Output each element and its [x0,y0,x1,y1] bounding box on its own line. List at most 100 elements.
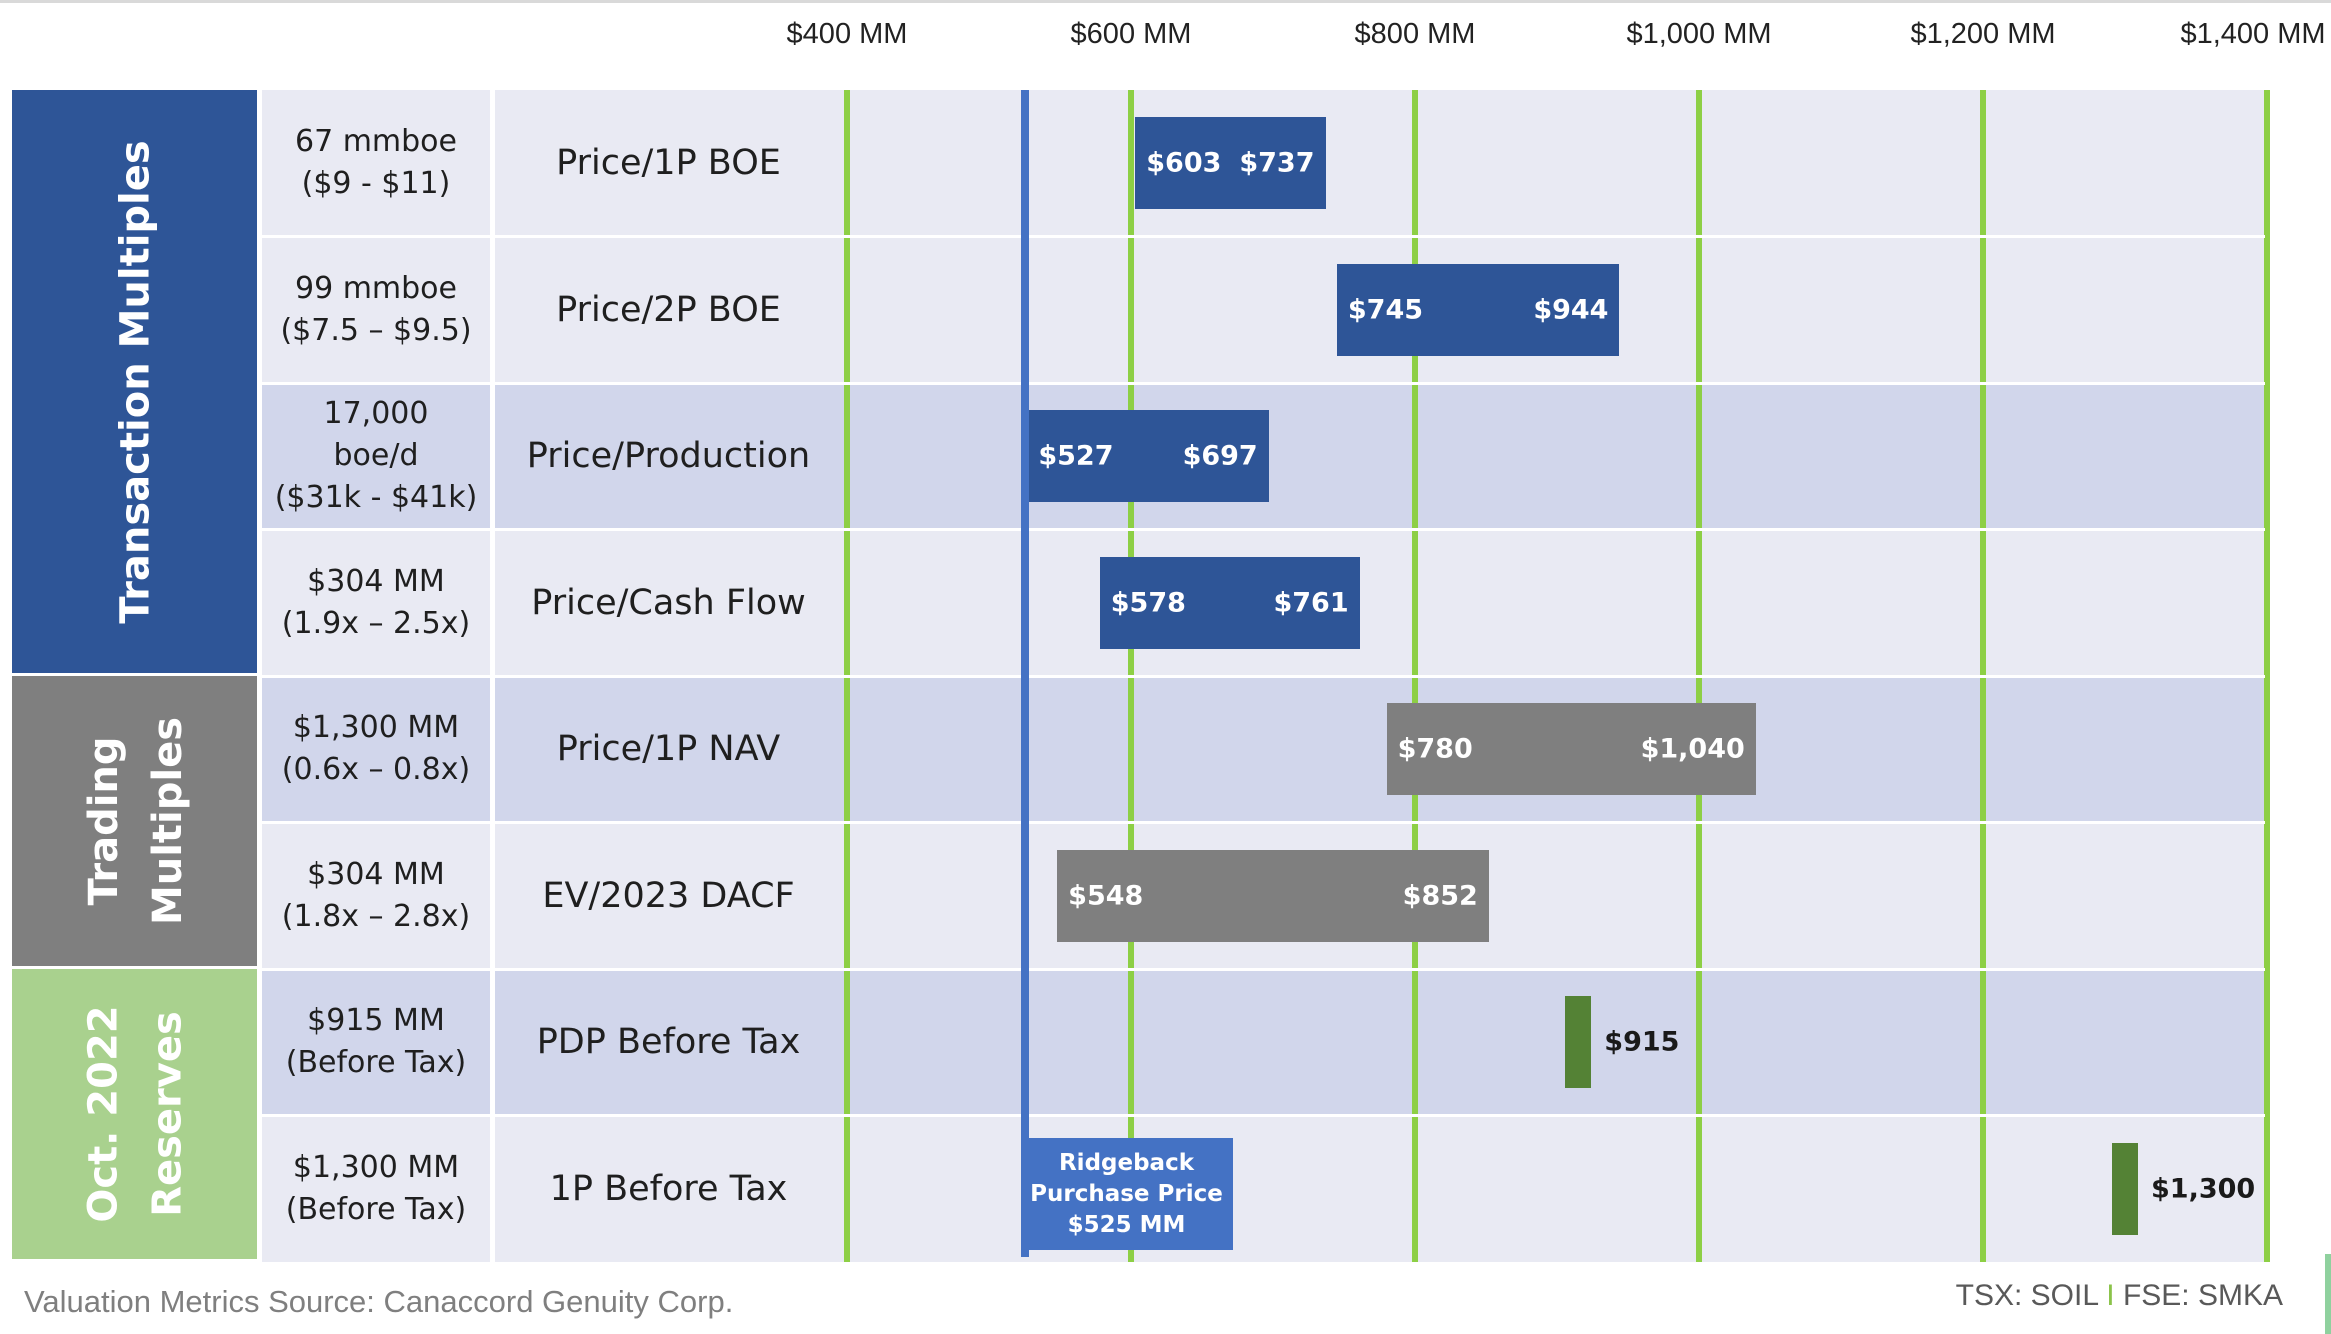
bar-high-label: $761 [1273,587,1349,619]
bar-high-label: $852 [1402,880,1478,912]
range-bar: $527 $697 [1027,410,1269,503]
reference-callout-line: Ridgeback [1058,1149,1195,1176]
x-tick-label: $1,400 MM [2180,18,2326,50]
edge-accent [2325,1254,2331,1334]
range-bar: $780 $1,040 [1386,703,1756,796]
basis-line: ($31k - $41k) [274,480,478,516]
basis-cell: $1,300 MM (Before Tax) [262,1116,490,1263]
basis-line: ($9 - $11) [301,166,451,202]
basis-cell: 99 mmboe ($7.5 – $9.5) [262,237,490,384]
row-divider [262,528,2265,531]
value-marker [2112,1142,2138,1235]
x-tick-label: $400 MM [786,18,908,50]
basis-line: $304 MM [307,856,445,892]
range-bar: $745 $944 [1336,263,1620,356]
bar-low-label: $603 [1146,147,1222,179]
basis-cell: $915 MM (Before Tax) [262,969,490,1116]
group-label: Oct. 2022 Reserves [72,1005,200,1222]
metric-label: Price/2P BOE [556,289,781,330]
ticker-fse: FSE: SMKA [2122,1279,2283,1312]
group-transaction-multiples: Transaction Multiples [12,90,260,673]
range-bar: $603 $737 [1135,117,1326,210]
ticker-info: TSX: SOIL I FSE: SMKA [1956,1279,2283,1313]
x-tick-label: $600 MM [1070,18,1192,50]
basis-text: $304 MM (1.9x – 2.5x) [282,561,470,645]
group-label-line: Oct. 2022 [80,1005,127,1223]
value-label: $915 [1604,1026,1680,1058]
gridline [2264,90,2270,1262]
basis-line: ($7.5 – $9.5) [280,312,472,348]
metric-label: 1P Before Tax [549,1168,788,1209]
basis-text: 99 mmboe ($7.5 – $9.5) [280,268,471,352]
row-background [262,1115,2265,1262]
bar-low-label: $780 [1397,733,1473,765]
row-divider [262,821,2265,824]
basis-line: $304 MM [307,563,445,599]
group-label-line: Reserves [144,1011,191,1217]
basis-line: $1,300 MM [292,1149,460,1185]
bar-low-label: $745 [1347,294,1424,326]
ticker-tsx: TSX: SOIL [1955,1279,2098,1312]
x-tick-label: $1,000 MM [1626,18,1772,50]
row-divider [262,1114,2265,1117]
row-background [262,676,2265,823]
row-divider [262,381,2265,385]
group-label-line: Trading [80,736,127,906]
group-oct-2022-reserves: Oct. 2022 Reserves [12,969,260,1259]
basis-line: 17,000 [323,396,429,432]
bar-high-label: $1,040 [1640,733,1745,765]
column-divider [257,90,262,1262]
metric-label: Price/1P BOE [556,143,781,184]
basis-text: $1,300 MM (0.6x – 0.8x) [282,707,470,791]
row-divider [262,967,2265,971]
metric-label: EV/2023 DACF [542,875,795,916]
x-tick-label: $800 MM [1354,18,1476,50]
metric-label: Price/Cash Flow [531,582,806,623]
row-divider [262,674,2265,678]
basis-cell: 67 mmboe ($9 - $11) [262,90,490,237]
basis-cell: 17,000 boe/d ($31k - $41k) [262,383,490,530]
basis-line: 67 mmboe [294,124,457,160]
value-marker [1565,996,1592,1089]
reference-callout: Ridgeback Purchase Price $525 MM [1020,1138,1233,1250]
basis-line: (Before Tax) [285,1045,467,1081]
source-note: Valuation Metrics Source: Canaccord Genu… [24,1284,734,1319]
group-label-line: Transaction Multiples [113,139,160,624]
basis-text: $915 MM (Before Tax) [286,1000,467,1084]
group-label-line: Multiples [144,716,191,926]
group-label: Transaction Multiples [104,140,168,623]
basis-line: boe/d [333,438,419,474]
value-label: $1,300 [2151,1173,2256,1205]
metric-label: Price/Production [526,436,811,477]
row-background [262,236,2265,383]
basis-line: 99 mmboe [294,270,457,306]
basis-text: 17,000 boe/d ($31k - $41k) [275,393,478,519]
x-tick-label: $1,200 MM [1910,18,2056,50]
group-trading-multiples: Trading Multiples [12,676,260,966]
top-rule [0,0,2331,3]
metric-label: Price/1P NAV [556,729,781,770]
row-divider [262,235,2265,238]
column-divider [490,90,495,1262]
range-bar: $578 $761 [1099,556,1360,649]
metric-label: PDP Before Tax [536,1022,801,1063]
basis-text: $304 MM (1.8x – 2.8x) [282,854,470,938]
range-bar: $548 $852 [1057,849,1489,942]
basis-line: (0.6x – 0.8x) [281,752,471,788]
bar-low-label: $548 [1068,880,1144,912]
bar-high-label: $737 [1239,147,1315,179]
basis-text: $1,300 MM (Before Tax) [286,1147,467,1231]
bar-high-label: $944 [1533,294,1609,326]
ticker-separator: I [2106,1279,2115,1312]
basis-cell: $304 MM (1.8x – 2.8x) [262,823,490,970]
reference-callout-line: Purchase Price [1030,1180,1223,1207]
reference-line [1020,90,1029,1257]
bar-high-label: $697 [1182,440,1258,472]
basis-line: $1,300 MM [292,710,460,746]
row-background [262,969,2265,1116]
basis-line: (Before Tax) [285,1191,467,1227]
basis-cell: $304 MM (1.9x – 2.5x) [262,530,490,677]
basis-text: 67 mmboe ($9 - $11) [295,121,457,205]
basis-line: (1.8x – 2.8x) [281,898,471,934]
basis-cell: $1,300 MM (0.6x – 0.8x) [262,676,490,823]
